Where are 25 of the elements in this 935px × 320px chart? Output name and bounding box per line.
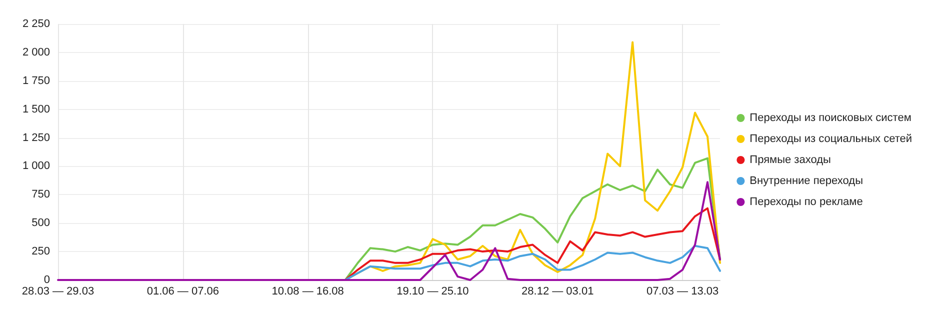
y-tick-label: 1 000 — [22, 160, 50, 172]
y-tick-label: 1 250 — [22, 132, 50, 144]
y-tick-label: 750 — [32, 188, 50, 201]
legend-label: Переходы по рекламе — [750, 196, 863, 208]
x-tick-label: 19.10 — 25.10 — [396, 286, 469, 298]
line-series — [344, 157, 721, 281]
line-series — [344, 207, 721, 281]
y-tick-label: 500 — [32, 217, 50, 230]
legend-label: Внутренние переходы — [750, 175, 864, 187]
x-tick-label: 01.06 — 07.06 — [146, 286, 219, 298]
y-tick-label: 1 500 — [22, 103, 50, 116]
y-tick-label: 2 250 — [22, 18, 50, 30]
line-series — [57, 181, 721, 281]
x-tick-label: 10.08 — 16.08 — [272, 286, 344, 298]
y-tick-label: 1 750 — [22, 74, 50, 87]
legend-label: Прямые заходы — [750, 154, 832, 166]
y-tick-label: 0 — [44, 274, 50, 286]
line-series — [344, 244, 721, 281]
legend-label: Переходы из поисковых систем — [750, 112, 912, 124]
y-tick-label: 2 000 — [22, 46, 50, 58]
x-tick-label: 28.12 — 03.01 — [522, 286, 594, 298]
y-tick-label: 250 — [32, 246, 50, 258]
x-tick-label: 28.03 — 29.03 — [22, 286, 94, 298]
x-tick-label: 07.03 — 13.03 — [646, 286, 719, 298]
legend-label: Переходы из социальных сетей — [750, 133, 912, 145]
